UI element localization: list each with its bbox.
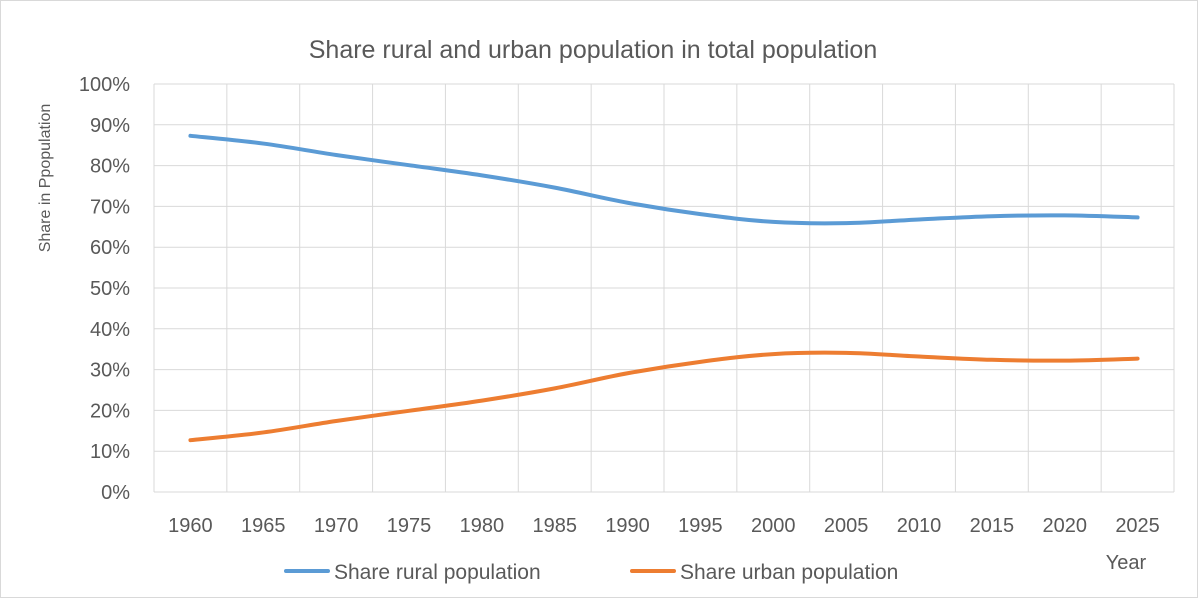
x-tick-label: 1990	[605, 515, 650, 537]
x-tick-label: 2015	[970, 515, 1015, 537]
y-tick-label: 0%	[101, 482, 130, 504]
y-tick-label: 100%	[79, 74, 130, 96]
x-tick-label: 2005	[824, 515, 869, 537]
legend-label: Share rural population	[334, 561, 541, 584]
legend-label: Share urban population	[680, 561, 898, 584]
series-line-urban	[188, 350, 1140, 443]
y-tick-label: 40%	[90, 319, 130, 341]
x-tick-label: 1985	[532, 515, 577, 537]
legend: Share rural population Share urban popula…	[284, 561, 898, 584]
x-tick-label: 1980	[460, 515, 505, 537]
x-tick-label: 2025	[1115, 515, 1160, 537]
y-axis-ticks: 0% 10% 20% 30% 40% 50% 60% 70% 80% 90% 100%	[79, 74, 130, 504]
chart-title: Share rural and urban population in tota…	[308, 36, 878, 64]
series-lines	[188, 133, 1140, 443]
gridlines	[153, 83, 1175, 493]
y-tick-label: 30%	[90, 360, 130, 382]
y-tick-label: 20%	[90, 400, 130, 422]
y-tick-label: 80%	[90, 156, 130, 178]
x-tick-label: 1995	[678, 515, 723, 537]
x-tick-label: 1975	[387, 515, 432, 537]
x-tick-label: 2020	[1042, 515, 1087, 537]
y-tick-label: 50%	[90, 278, 130, 300]
x-tick-label: 1960	[168, 515, 213, 537]
x-tick-label: 2000	[751, 515, 796, 537]
y-tick-label: 10%	[90, 441, 130, 463]
x-tick-label: 1970	[314, 515, 359, 537]
x-axis-ticks: 1960 1965 1970 1975 1980 1985 1990 1995 2000 2005…	[168, 515, 1160, 537]
x-axis-label: Year	[1106, 552, 1147, 574]
y-tick-label: 60%	[90, 237, 130, 259]
x-tick-label: 1965	[241, 515, 286, 537]
x-tick-label: 2010	[897, 515, 942, 537]
y-tick-label: 90%	[90, 115, 130, 137]
series-line-rural	[188, 133, 1140, 226]
y-axis-label: Share in Ppopulation	[37, 104, 54, 253]
y-tick-label: 70%	[90, 196, 130, 218]
